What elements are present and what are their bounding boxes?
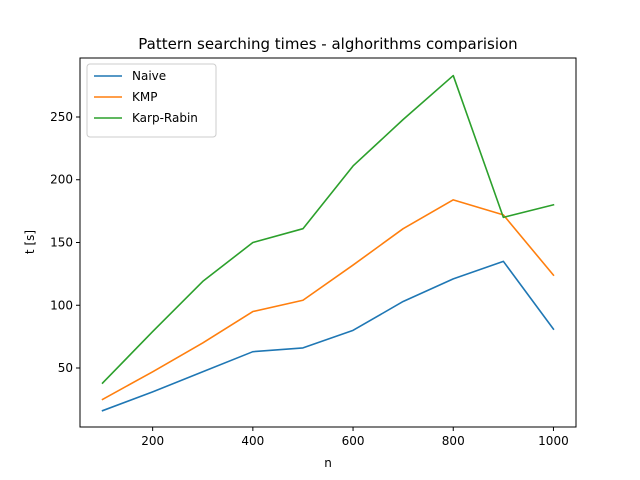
y-tick-label: 150 (50, 236, 73, 250)
x-tick-label: 400 (241, 434, 264, 448)
series-line-kmp (101, 199, 555, 401)
x-axis-label: n (324, 456, 332, 470)
y-tick-label: 250 (50, 110, 73, 124)
series-line-karp-rabin (101, 74, 555, 385)
x-tick-label: 200 (141, 434, 164, 448)
legend-label: KMP (132, 90, 157, 104)
x-tick-label: 600 (342, 434, 365, 448)
chart-title: Pattern searching times - alghorithms co… (138, 35, 517, 53)
y-tick-label: 200 (50, 173, 73, 187)
y-axis-ticks: 50 100 150 200 250 (50, 110, 80, 375)
series-lines (101, 74, 555, 412)
x-tick-label: 800 (442, 434, 465, 448)
y-tick-label: 100 (50, 298, 73, 312)
legend: Naive KMP Karp-Rabin (86, 63, 217, 138)
x-tick-label: 1000 (538, 434, 569, 448)
x-axis-ticks: 200 400 600 800 1000 (141, 427, 569, 448)
legend-label: Naive (132, 69, 166, 83)
series-line-naive (101, 260, 555, 412)
y-tick-label: 50 (58, 361, 73, 375)
plot-frame (79, 57, 577, 428)
legend-label: Karp-Rabin (132, 111, 198, 125)
y-axis-label: t [s] (23, 230, 37, 254)
